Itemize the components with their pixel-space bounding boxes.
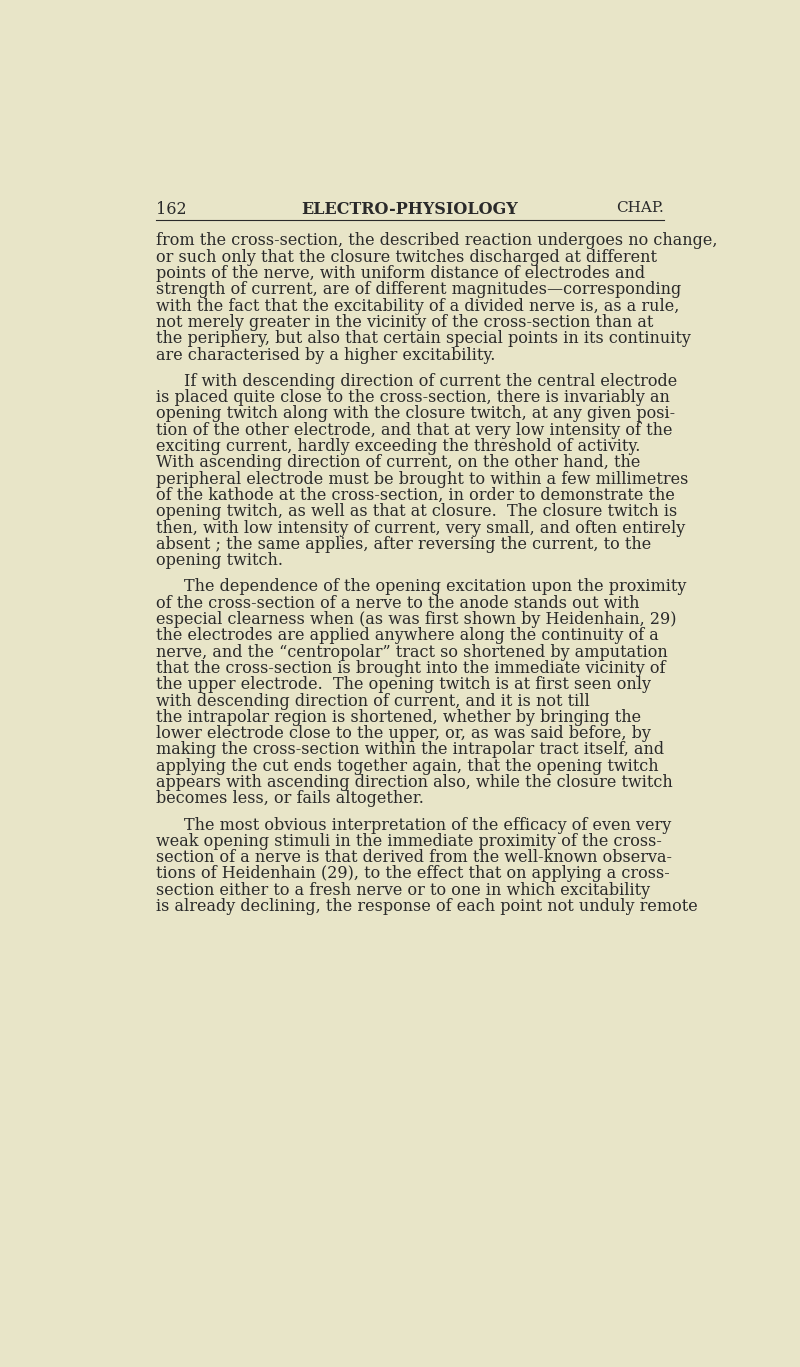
Text: with the fact that the excitability of a divided nerve is, as a rule,: with the fact that the excitability of a…	[156, 298, 679, 314]
Text: ELECTRO-PHYSIOLOGY: ELECTRO-PHYSIOLOGY	[302, 201, 518, 217]
Text: exciting current, hardly exceeding the threshold of activity.: exciting current, hardly exceeding the t…	[156, 437, 640, 455]
Text: With ascending direction of current, on the other hand, the: With ascending direction of current, on …	[156, 454, 640, 472]
Text: tion of the other electrode, and that at very low intensity of the: tion of the other electrode, and that at…	[156, 421, 672, 439]
Text: is placed quite close to the cross-section, there is invariably an: is placed quite close to the cross-secti…	[156, 390, 670, 406]
Text: applying the cut ends together again, that the opening twitch: applying the cut ends together again, th…	[156, 757, 658, 775]
Text: The most obvious interpretation of the efficacy of even very: The most obvious interpretation of the e…	[184, 816, 671, 834]
Text: section either to a fresh nerve or to one in which excitability: section either to a fresh nerve or to on…	[156, 882, 650, 898]
Text: making the cross-section within the intrapolar tract itself, and: making the cross-section within the intr…	[156, 741, 664, 759]
Text: not merely greater in the vicinity of the cross-section than at: not merely greater in the vicinity of th…	[156, 314, 653, 331]
Text: section of a nerve is that derived from the well-known observa-: section of a nerve is that derived from …	[156, 849, 672, 867]
Text: from the cross-section, the described reaction undergoes no change,: from the cross-section, the described re…	[156, 232, 718, 249]
Text: The dependence of the opening excitation upon the proximity: The dependence of the opening excitation…	[184, 578, 686, 596]
Text: the intrapolar region is shortened, whether by bringing the: the intrapolar region is shortened, whet…	[156, 709, 641, 726]
Text: especial clearness when (as was first shown by Heidenhain, 29): especial clearness when (as was first sh…	[156, 611, 676, 627]
Text: with descending direction of current, and it is not till: with descending direction of current, an…	[156, 693, 590, 709]
Text: opening twitch.: opening twitch.	[156, 552, 283, 569]
Text: nerve, and the “centropolar” tract so shortened by amputation: nerve, and the “centropolar” tract so sh…	[156, 644, 667, 660]
Text: is already declining, the response of each point not unduly remote: is already declining, the response of ea…	[156, 898, 698, 915]
Text: of the kathode at the cross-section, in order to demonstrate the: of the kathode at the cross-section, in …	[156, 487, 674, 504]
Text: opening twitch along with the closure twitch, at any given posi-: opening twitch along with the closure tw…	[156, 406, 675, 422]
Text: peripheral electrode must be brought to within a few millimetres: peripheral electrode must be brought to …	[156, 470, 688, 488]
Text: that the cross-section is brought into the immediate vicinity of: that the cross-section is brought into t…	[156, 660, 666, 677]
Text: strength of current, are of different magnitudes—corresponding: strength of current, are of different ma…	[156, 282, 681, 298]
Text: then, with low intensity of current, very small, and often entirely: then, with low intensity of current, ver…	[156, 519, 685, 537]
Text: If with descending direction of current the central electrode: If with descending direction of current …	[184, 373, 677, 390]
Text: 162: 162	[156, 201, 186, 217]
Text: points of the nerve, with uniform distance of electrodes and: points of the nerve, with uniform distan…	[156, 265, 645, 282]
Text: CHAP.: CHAP.	[617, 201, 664, 215]
Text: lower electrode close to the upper, or, as was said before, by: lower electrode close to the upper, or, …	[156, 725, 650, 742]
Text: of the cross-section of a nerve to the anode stands out with: of the cross-section of a nerve to the a…	[156, 595, 639, 611]
Text: becomes less, or fails altogether.: becomes less, or fails altogether.	[156, 790, 424, 808]
Text: the electrodes are applied anywhere along the continuity of a: the electrodes are applied anywhere alon…	[156, 627, 658, 644]
Text: the upper electrode.  The opening twitch is at first seen only: the upper electrode. The opening twitch …	[156, 677, 651, 693]
Text: are characterised by a higher excitability.: are characterised by a higher excitabili…	[156, 347, 495, 364]
Text: or such only that the closure twitches discharged at different: or such only that the closure twitches d…	[156, 249, 657, 265]
Text: absent ; the same applies, after reversing the current, to the: absent ; the same applies, after reversi…	[156, 536, 651, 552]
Text: weak opening stimuli in the immediate proximity of the cross-: weak opening stimuli in the immediate pr…	[156, 833, 662, 850]
Text: tions of Heidenhain (29), to the effect that on applying a cross-: tions of Heidenhain (29), to the effect …	[156, 865, 670, 883]
Text: opening twitch, as well as that at closure.  The closure twitch is: opening twitch, as well as that at closu…	[156, 503, 677, 521]
Text: appears with ascending direction also, while the closure twitch: appears with ascending direction also, w…	[156, 774, 673, 791]
Text: the periphery, but also that certain special points in its continuity: the periphery, but also that certain spe…	[156, 331, 690, 347]
